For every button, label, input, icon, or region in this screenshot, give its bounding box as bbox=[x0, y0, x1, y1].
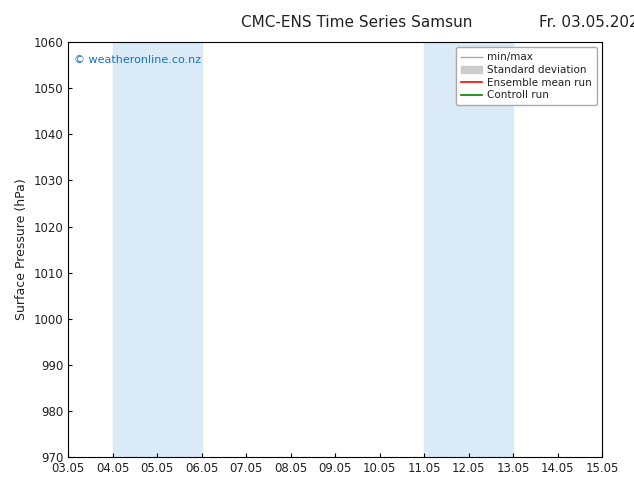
Legend: min/max, Standard deviation, Ensemble mean run, Controll run: min/max, Standard deviation, Ensemble me… bbox=[456, 47, 597, 105]
Text: Fr. 03.05.2024 00 UTC: Fr. 03.05.2024 00 UTC bbox=[539, 15, 634, 30]
Y-axis label: Surface Pressure (hPa): Surface Pressure (hPa) bbox=[15, 179, 28, 320]
Bar bbox=[113, 42, 202, 457]
Text: © weatheronline.co.nz: © weatheronline.co.nz bbox=[74, 54, 200, 65]
Text: CMC-ENS Time Series Samsun: CMC-ENS Time Series Samsun bbox=[241, 15, 472, 30]
Bar bbox=[424, 42, 514, 457]
